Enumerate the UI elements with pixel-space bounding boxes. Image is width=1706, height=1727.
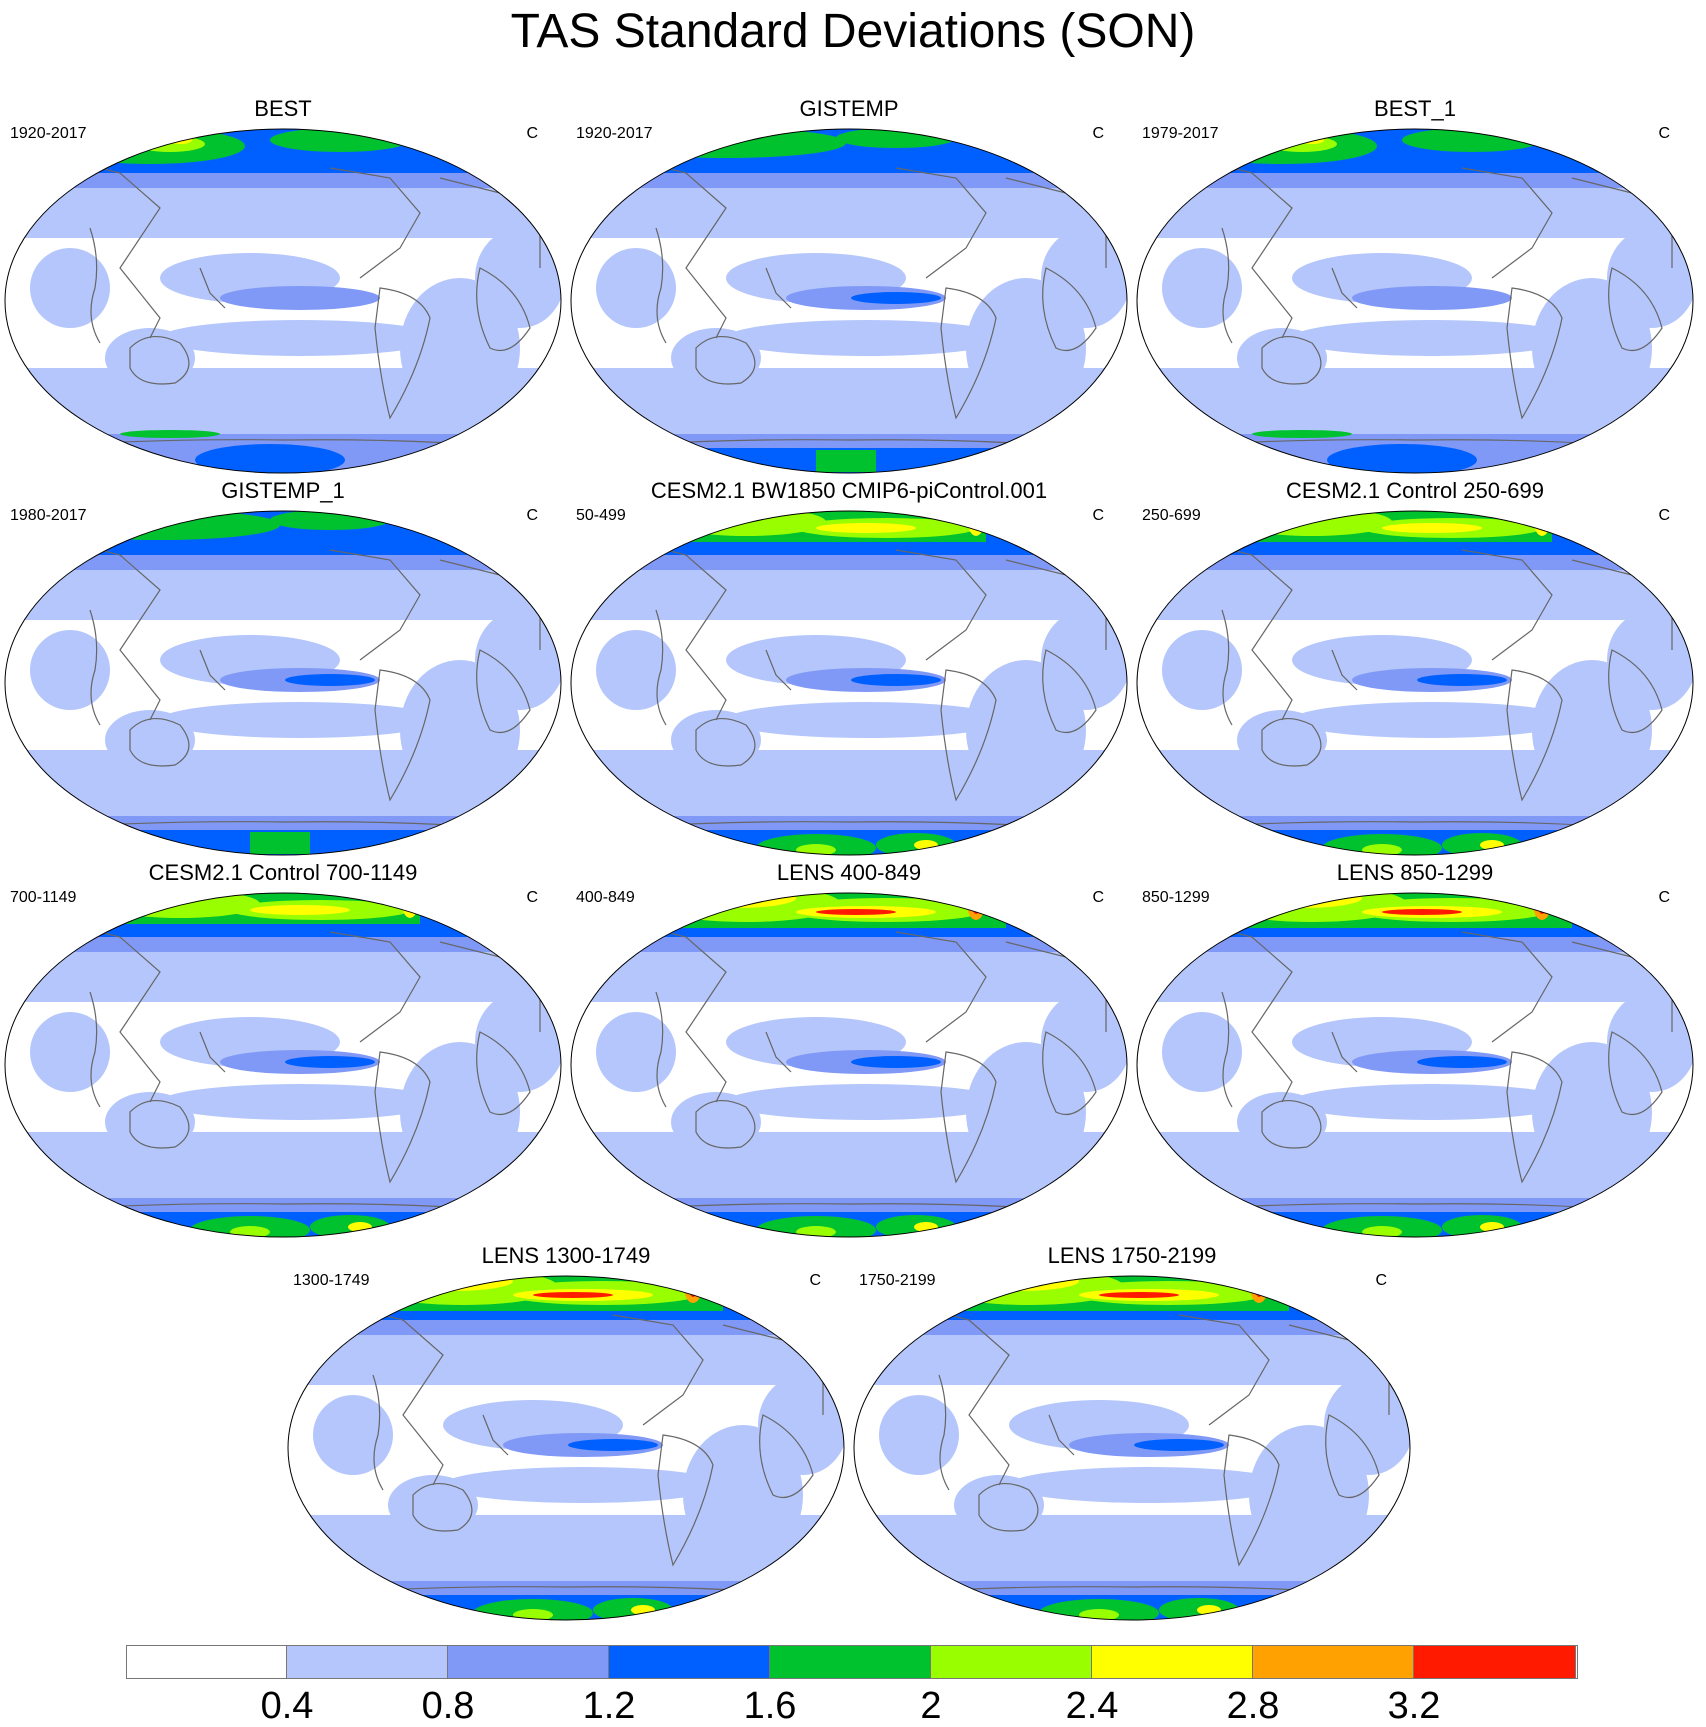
panel-period: 50-499: [576, 507, 626, 524]
map-panel-lens-1750-2199: LENS 1750-2199 1750-2199 C: [849, 1243, 1415, 1631]
robinson-map: [4, 128, 562, 474]
panel-units: C: [1375, 1272, 1387, 1289]
panel-units: C: [526, 125, 538, 142]
panel-units: C: [1092, 125, 1104, 142]
colorbar-label: 0.8: [421, 1685, 475, 1727]
panel-period: 1979-2017: [1142, 125, 1219, 142]
map-panel-lens-400-849: LENS 400-849 400-849 C: [566, 860, 1132, 1248]
panel-units: C: [526, 889, 538, 906]
panel-units: C: [526, 507, 538, 524]
panel-title: GISTEMP: [799, 96, 899, 121]
map-panel-lens-1300-1749: LENS 1300-1749 1300-1749 C: [283, 1243, 849, 1631]
colorbar-box: [1253, 1645, 1414, 1679]
panel-title: LENS 400-849: [776, 860, 922, 885]
map-panel-best-1: BEST_1 1979-2017 C: [1132, 96, 1698, 484]
panel-title: LENS 850-1299: [1336, 860, 1494, 885]
panel-units: C: [1092, 507, 1104, 524]
colorbar-box: [126, 1645, 287, 1679]
panel-units: C: [1658, 889, 1670, 906]
panel-title: GISTEMP_1: [221, 478, 345, 503]
colorbar-box: [1414, 1645, 1576, 1679]
robinson-map: [4, 892, 562, 1238]
map-panel-gistemp: GISTEMP 1920-2017 C: [566, 96, 1132, 484]
panel-period: 400-849: [576, 889, 635, 906]
robinson-map: [853, 1275, 1411, 1621]
panel-period: 1300-1749: [293, 1272, 370, 1289]
colorbar-box: [770, 1645, 931, 1679]
panel-period: 1920-2017: [576, 125, 653, 142]
colorbar-label: 0.4: [260, 1685, 314, 1727]
map-panel-cesm-250-699: CESM2.1 Control 250-699 250-699 C: [1132, 478, 1698, 866]
panel-units: C: [1092, 889, 1104, 906]
panel-units: C: [809, 1272, 821, 1289]
map-panel-cesm-700-1149: CESM2.1 Control 700-1149 700-1149 C: [0, 860, 566, 1248]
panel-period: 250-699: [1142, 507, 1201, 524]
colorbar-box: [609, 1645, 770, 1679]
colorbar-label: 2.4: [1065, 1685, 1119, 1727]
colorbar-box: [931, 1645, 1092, 1679]
panel-title: BEST: [254, 96, 312, 121]
panel-title: CESM2.1 Control 700-1149: [148, 860, 418, 885]
panel-period: 850-1299: [1142, 889, 1210, 906]
robinson-map: [570, 892, 1128, 1238]
map-panel-best: BEST 1920-2017 C: [0, 96, 566, 484]
panel-period: 1750-2199: [859, 1272, 936, 1289]
colorbar-label: 2.8: [1226, 1685, 1280, 1727]
map-panel-lens-850-1299: LENS 850-1299 850-1299 C: [1132, 860, 1698, 1248]
robinson-map: [1136, 892, 1694, 1238]
robinson-map: [4, 510, 562, 856]
colorbar: [126, 1645, 1578, 1681]
colorbar-label: 1.6: [743, 1685, 797, 1727]
colorbar-label: 1.2: [582, 1685, 636, 1727]
robinson-map: [287, 1275, 845, 1621]
map-panel-cesm-picontrol: CESM2.1 BW1850 CMIP6-piControl.001 50-49…: [566, 478, 1132, 866]
panel-title: LENS 1300-1749: [481, 1243, 651, 1268]
panel-units: C: [1658, 507, 1670, 524]
robinson-map: [570, 510, 1128, 856]
panel-title: CESM2.1 Control 250-699: [1285, 478, 1545, 503]
panel-period: 1980-2017: [10, 507, 87, 524]
colorbar-frame: [126, 1645, 1578, 1679]
panel-title: BEST_1: [1374, 96, 1456, 121]
colorbar-box: [448, 1645, 609, 1679]
panel-title: CESM2.1 BW1850 CMIP6-piControl.001: [650, 478, 1048, 503]
panel-units: C: [1658, 125, 1670, 142]
panel-period: 700-1149: [10, 889, 77, 906]
robinson-map: [1136, 510, 1694, 856]
colorbar-label: 3.2: [1387, 1685, 1441, 1727]
robinson-map: [1136, 128, 1694, 474]
colorbar-box: [1092, 1645, 1253, 1679]
colorbar-label: 2: [920, 1685, 942, 1727]
robinson-map: [570, 128, 1128, 474]
colorbar-box: [287, 1645, 448, 1679]
figure-title: TAS Standard Deviations (SON): [510, 5, 1196, 58]
panel-period: 1920-2017: [10, 125, 87, 142]
map-panel-gistemp-1: GISTEMP_1 1980-2017 C: [0, 478, 566, 866]
panel-title: LENS 1750-2199: [1047, 1243, 1217, 1268]
